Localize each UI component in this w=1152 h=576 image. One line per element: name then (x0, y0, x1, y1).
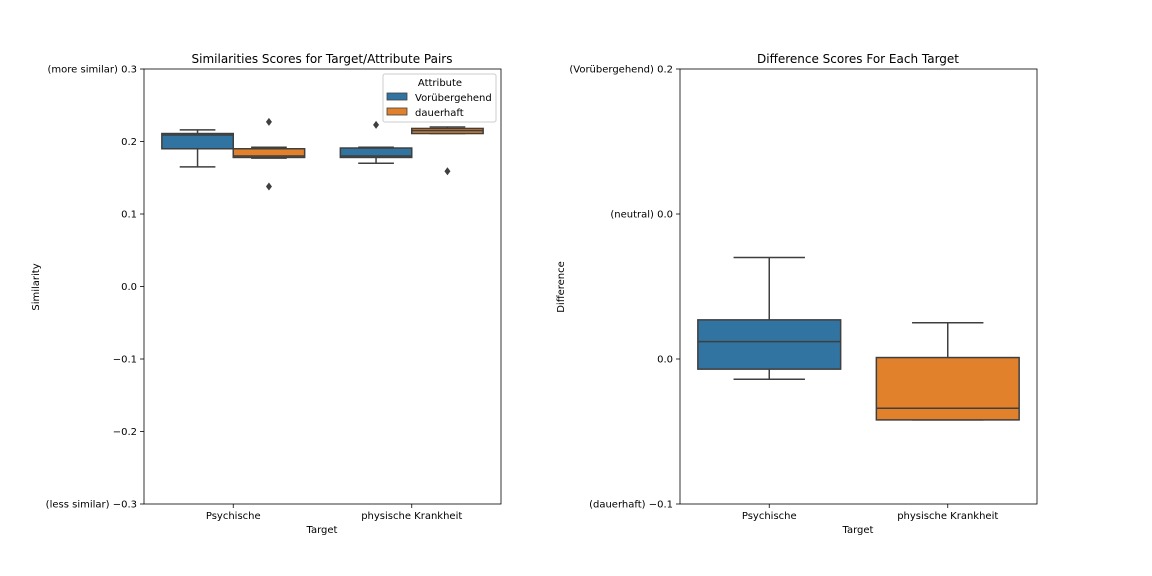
difference-x-ticks: Psychische physische Krankheit (742, 504, 998, 522)
box-vorubergehend-1-iqr (339, 147, 413, 159)
x-tick-label: Psychische (206, 511, 261, 522)
box-dauerhaft-0-outlier-0 (265, 117, 272, 126)
box-dauerhaft-0-outlier-1 (265, 182, 272, 191)
y-tick-label: (Vorübergehend) 0.2 (569, 65, 673, 76)
difference-chart-title: Difference Scores For Each Target (757, 52, 959, 66)
difference-y-axis-label: Difference (556, 261, 567, 313)
legend-swatch-vorubergehend (386, 92, 408, 101)
x-tick-label: physische Krankheit (897, 511, 998, 522)
x-tick-label: physische Krankheit (361, 511, 462, 522)
legend-label-dauerhaft: dauerhaft (415, 108, 464, 119)
difference-box-0-iqr (697, 319, 842, 370)
difference-box-0 (697, 256, 842, 381)
difference-x-axis-label: Target (842, 525, 874, 536)
similarity-chart: Similarities Scores for Target/Attribute… (31, 52, 502, 536)
box-dauerhaft-0 (232, 117, 306, 191)
similarity-x-ticks: Psychische physische Krankheit (206, 504, 462, 522)
difference-y-ticks: (Vorübergehend) 0.2 (neutral) 0.0 0.0 (daue… (569, 65, 680, 511)
y-tick-label: (more similar) 0.3 (48, 65, 138, 76)
legend-label-vorubergehend: Vorübergehend (415, 93, 492, 104)
similarity-x-axis-label: Target (306, 525, 338, 536)
legend-title: Attribute (418, 78, 462, 89)
box-vorubergehend-0-iqr (161, 132, 235, 150)
y-tick-label: −0.2 (113, 427, 137, 438)
y-tick-label: 0.0 (657, 355, 673, 366)
box-vorubergehend-1 (339, 120, 413, 164)
difference-chart: Difference Scores For Each Target (Vorüb… (556, 52, 1038, 536)
legend-box (382, 73, 497, 123)
box-vorubergehend-1-outlier-0 (373, 120, 380, 129)
box-vorubergehend-0 (161, 129, 235, 168)
similarity-y-axis-label: Similarity (31, 263, 42, 310)
difference-plot-frame (679, 68, 1038, 505)
x-tick-label: Psychische (742, 511, 797, 522)
difference-box-1 (875, 322, 1020, 421)
similarity-plot-frame (143, 68, 502, 505)
similarity-chart-title: Similarities Scores for Target/Attribute… (192, 52, 453, 66)
y-tick-label: 0.0 (121, 282, 137, 293)
y-tick-label: 0.2 (121, 137, 137, 148)
y-tick-label: 0.1 (121, 210, 137, 221)
difference-chart-marks (697, 256, 1020, 421)
box-dauerhaft-1-outlier-0 (444, 167, 451, 176)
legend: Attribute Vorübergehend dauerhaft (382, 73, 497, 123)
legend-swatch-dauerhaft (386, 107, 408, 116)
y-tick-label: −0.1 (113, 355, 137, 366)
y-tick-label: (less similar) −0.3 (46, 500, 137, 511)
box-dauerhaft-0-iqr (232, 148, 306, 159)
similarity-chart-marks (161, 117, 484, 191)
box-dauerhaft-1 (411, 126, 484, 176)
y-tick-label: (neutral) 0.0 (610, 210, 673, 221)
y-tick-label: (dauerhaft) −0.1 (589, 500, 673, 511)
similarity-y-ticks: (more similar) 0.3 0.2 0.1 0.0 −0.1 −0.2 (less… (46, 65, 144, 511)
difference-box-1-iqr (875, 356, 1020, 421)
